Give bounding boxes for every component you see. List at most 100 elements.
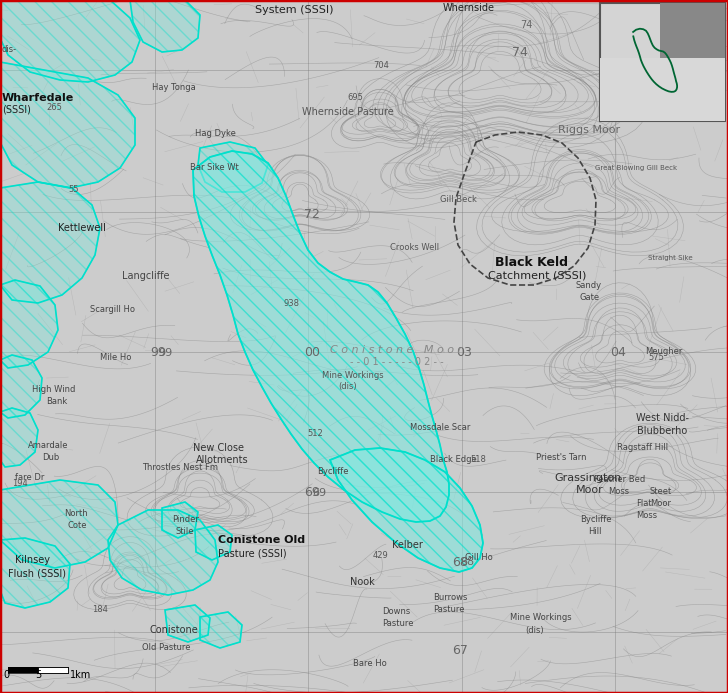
Text: Conistone: Conistone (150, 625, 199, 635)
Text: Allotments: Allotments (196, 455, 249, 465)
Text: Flat: Flat (636, 500, 652, 509)
Text: Throstles Nest Fm: Throstles Nest Fm (142, 464, 218, 473)
Text: fare Dr: fare Dr (15, 473, 44, 482)
Polygon shape (200, 612, 242, 648)
Bar (8, 667, 38, 673)
Text: Scargill Ho: Scargill Ho (90, 306, 135, 315)
Text: High Wind: High Wind (32, 385, 76, 394)
Text: Feather Bed: Feather Bed (594, 475, 645, 484)
Polygon shape (0, 280, 58, 368)
Text: Gill Ho: Gill Ho (465, 554, 493, 563)
Text: (dis): (dis) (525, 626, 544, 635)
Text: Kettlewell: Kettlewell (58, 223, 106, 233)
Text: Nook: Nook (350, 577, 375, 587)
Text: Mossdale Scar: Mossdale Scar (410, 423, 470, 432)
Text: Bycliffe: Bycliffe (317, 468, 349, 477)
Text: New Close: New Close (193, 443, 244, 453)
Text: (dis): (dis) (338, 383, 357, 392)
Text: Kelber: Kelber (392, 540, 423, 550)
Text: Burrows: Burrows (433, 593, 467, 602)
Polygon shape (0, 0, 140, 82)
Text: Mine Workings: Mine Workings (510, 613, 571, 622)
Text: 265: 265 (46, 103, 62, 112)
Text: Bar Sike Wt: Bar Sike Wt (190, 164, 239, 173)
Text: 938: 938 (283, 299, 299, 308)
Polygon shape (0, 62, 135, 188)
Text: Pasture: Pasture (382, 620, 414, 629)
Bar (600, 3, 725, 121)
Text: 704: 704 (373, 60, 389, 69)
Text: Grassington: Grassington (554, 473, 621, 483)
Text: Old Pasture: Old Pasture (142, 644, 191, 653)
Text: Dub: Dub (42, 453, 59, 462)
Text: dis-: dis- (2, 46, 17, 55)
Text: 184: 184 (92, 606, 108, 615)
Text: 99: 99 (158, 348, 173, 358)
Text: 68: 68 (452, 556, 468, 568)
Text: Moss: Moss (608, 487, 629, 496)
Text: Pinder: Pinder (172, 516, 199, 525)
Text: Wharfedale: Wharfedale (2, 93, 74, 103)
Text: Black Edge: Black Edge (430, 455, 477, 464)
Text: 194: 194 (12, 480, 28, 489)
Text: West Nidd-: West Nidd- (636, 413, 689, 423)
Text: System (SSSI): System (SSSI) (255, 5, 333, 15)
Text: 67: 67 (452, 644, 468, 656)
Text: (SSSI): (SSSI) (2, 105, 31, 115)
Polygon shape (195, 525, 232, 560)
Polygon shape (0, 408, 38, 467)
Text: Flush (SSSI): Flush (SSSI) (8, 568, 66, 578)
Polygon shape (162, 502, 198, 538)
Text: 68: 68 (460, 557, 474, 567)
Polygon shape (193, 151, 449, 522)
Text: Moor: Moor (576, 485, 604, 495)
Text: Mile Ho: Mile Ho (100, 353, 131, 362)
Text: 429: 429 (373, 552, 389, 561)
Text: Bank: Bank (46, 398, 67, 407)
Text: Gate: Gate (579, 292, 599, 301)
Text: 69: 69 (304, 486, 320, 500)
Text: 575: 575 (648, 353, 664, 362)
Polygon shape (0, 182, 100, 303)
Polygon shape (198, 142, 268, 192)
Text: Hill: Hill (588, 527, 601, 536)
Text: 03: 03 (456, 346, 472, 360)
Text: Hag Dyke: Hag Dyke (195, 128, 236, 137)
Text: 74: 74 (512, 46, 528, 58)
Text: Ragstaff Hill: Ragstaff Hill (617, 443, 668, 452)
Polygon shape (0, 538, 70, 608)
Text: Langcliffe: Langcliffe (122, 271, 170, 281)
Bar (38, 667, 68, 673)
Text: Moor: Moor (650, 498, 671, 507)
Text: Downs: Downs (382, 608, 411, 617)
Text: 74: 74 (520, 20, 532, 30)
Text: Mine Workings: Mine Workings (322, 371, 384, 380)
Text: Riggs Moor: Riggs Moor (558, 125, 620, 135)
Bar (660, 3, 725, 58)
Polygon shape (108, 510, 218, 595)
Text: Gill Beck: Gill Beck (440, 195, 477, 204)
Polygon shape (130, 0, 200, 52)
Text: North: North (64, 509, 87, 518)
Text: 518: 518 (470, 455, 486, 464)
Text: 5: 5 (35, 670, 41, 680)
Text: 695: 695 (347, 94, 363, 103)
Text: Whernside Pasture: Whernside Pasture (302, 107, 394, 117)
Text: 69: 69 (312, 488, 326, 498)
Text: Whernside: Whernside (443, 3, 495, 13)
Bar (600, 58, 725, 121)
Text: 55: 55 (68, 186, 79, 195)
Text: Catchment (SSSI): Catchment (SSSI) (488, 271, 586, 281)
Text: Black Keld: Black Keld (495, 256, 568, 268)
Text: Crooks Well: Crooks Well (390, 243, 439, 252)
Text: Cote: Cote (68, 520, 87, 529)
Text: 0: 0 (3, 670, 9, 680)
Text: Priest's Tarn: Priest's Tarn (536, 453, 587, 462)
Text: Meugher: Meugher (645, 347, 682, 356)
Text: Hay Tonga: Hay Tonga (152, 83, 196, 92)
Text: Pasture: Pasture (433, 606, 464, 615)
Polygon shape (165, 605, 210, 642)
Text: Bycliffe: Bycliffe (580, 516, 612, 525)
Text: 00: 00 (304, 346, 320, 360)
Text: Great Blowing Gill Beck: Great Blowing Gill Beck (595, 165, 677, 171)
